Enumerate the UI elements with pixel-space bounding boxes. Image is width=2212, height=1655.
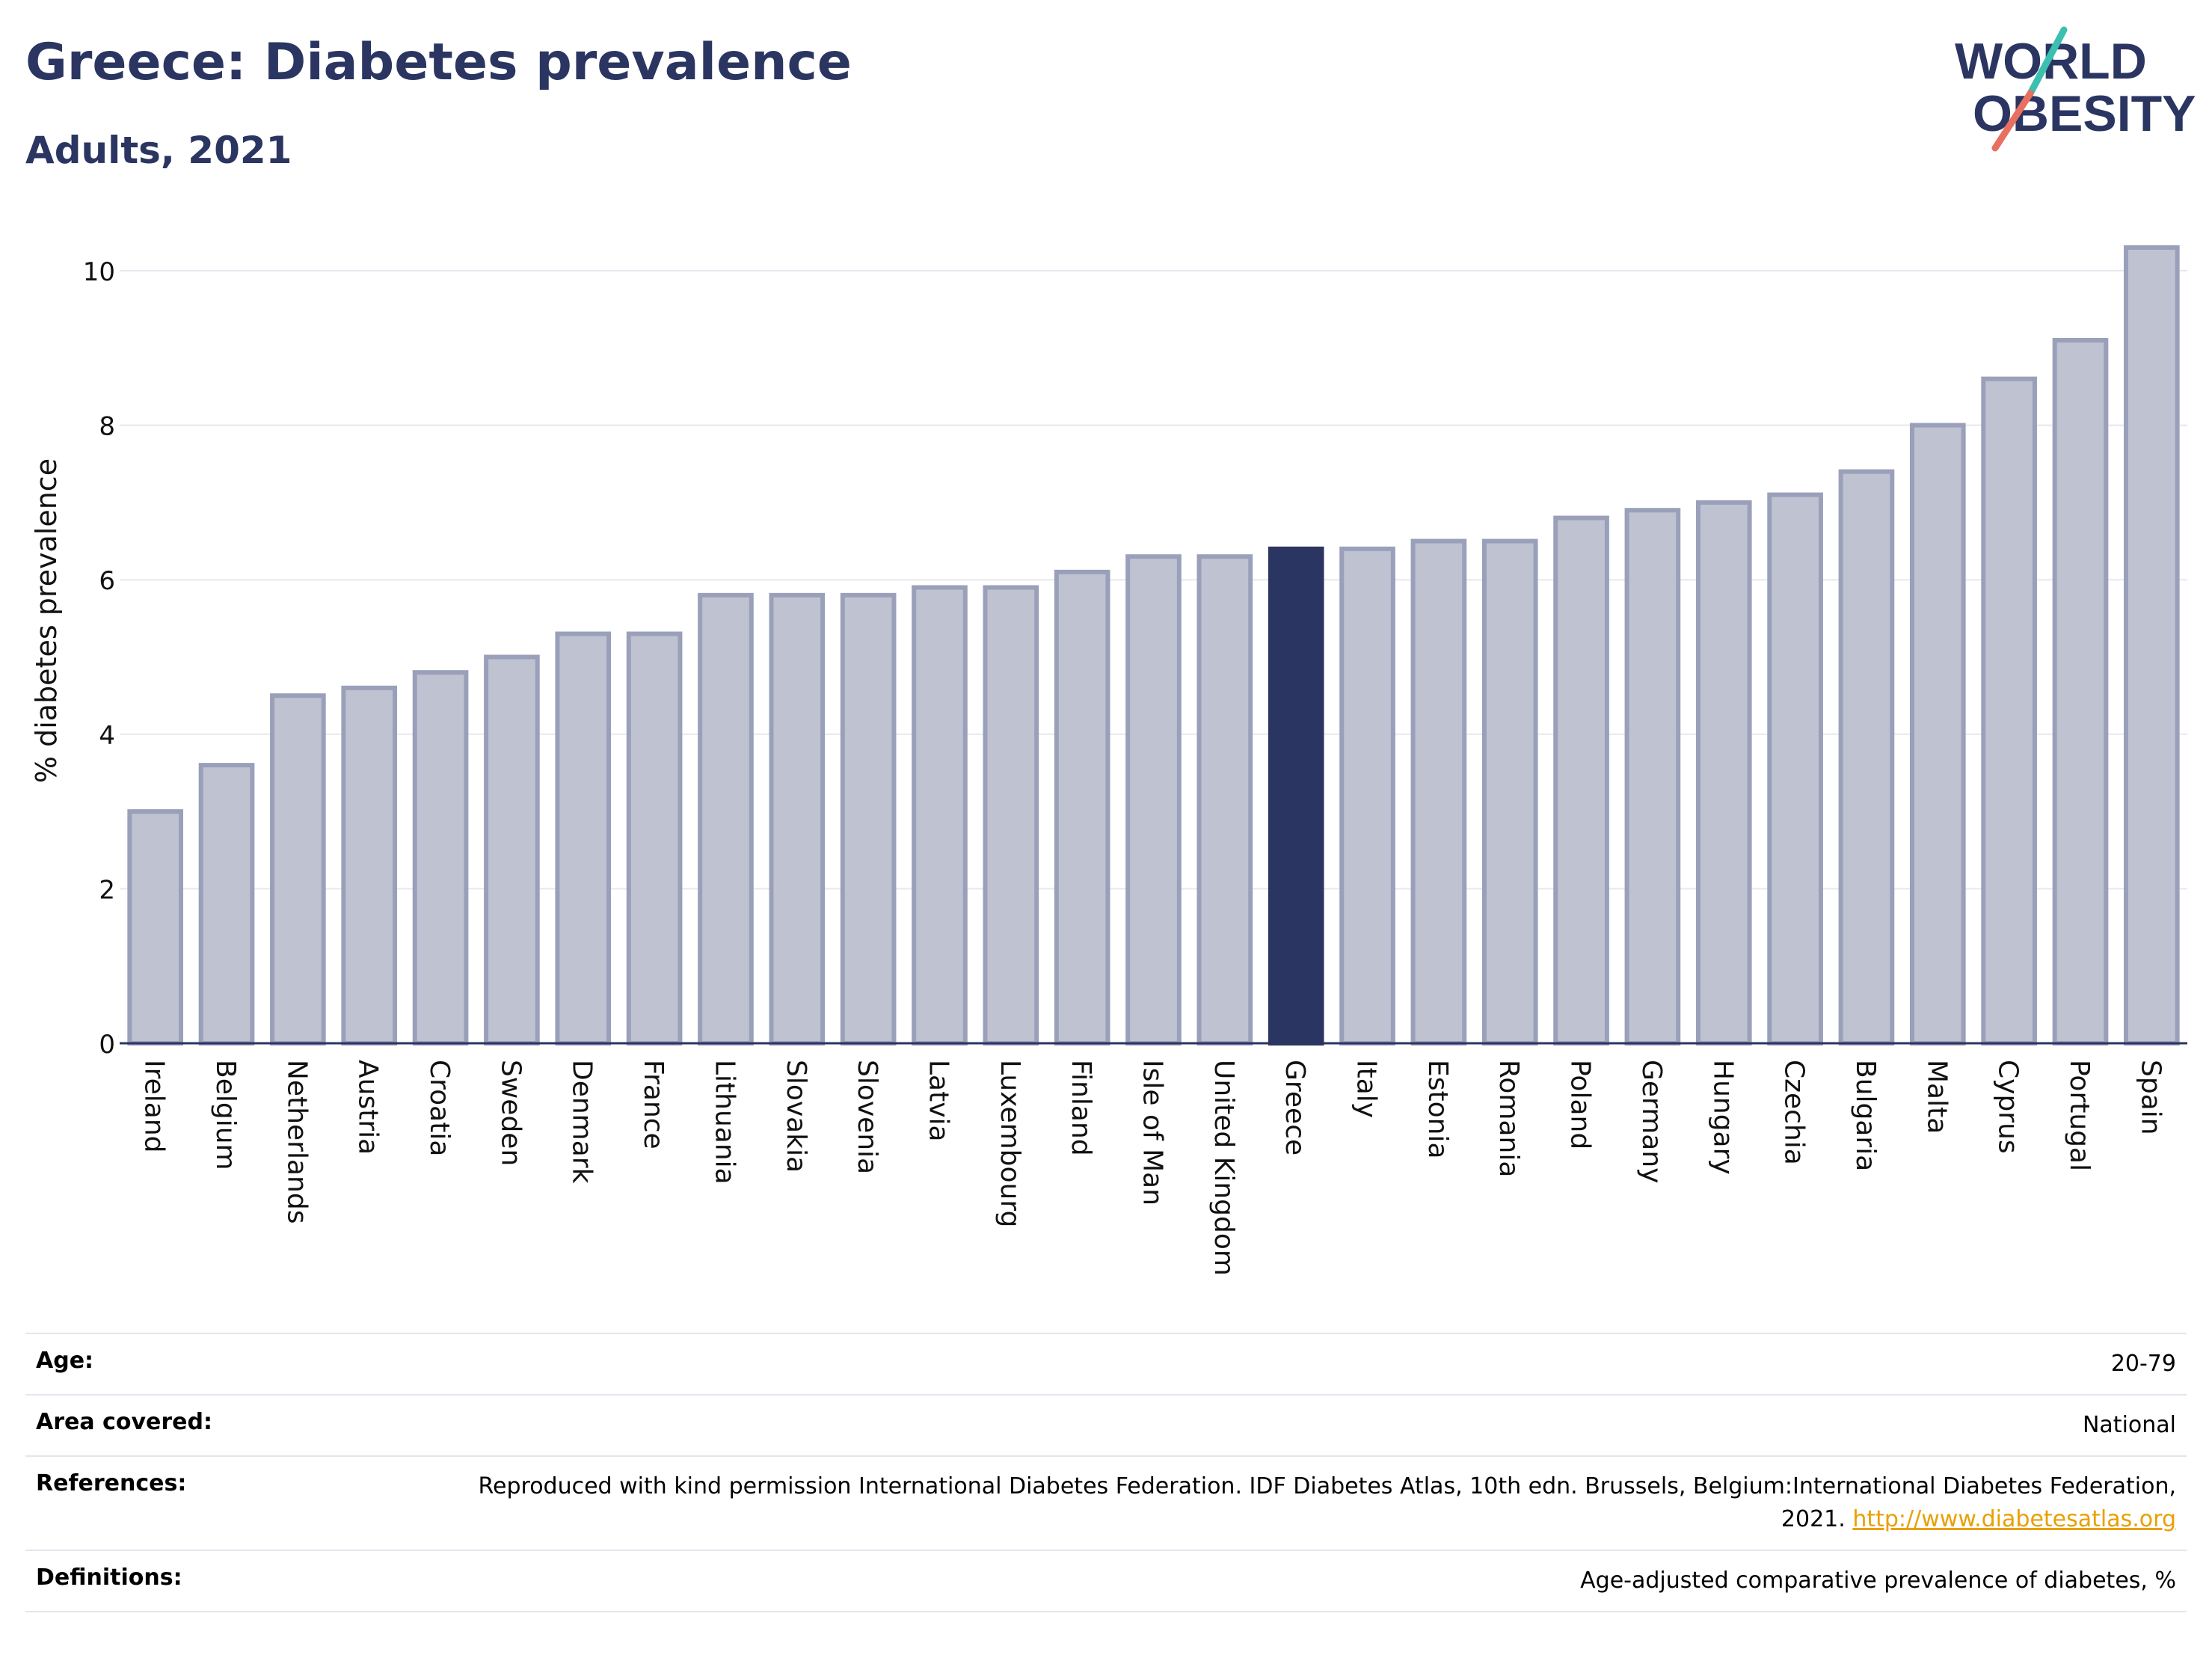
x-tick-label: Netherlands <box>281 1060 312 1223</box>
x-tick-label: Bulgaria <box>1850 1060 1881 1171</box>
bar <box>1981 376 2037 1045</box>
x-tick-label: Italy <box>1351 1060 1382 1118</box>
x-tick-label: Latvia <box>923 1060 953 1142</box>
bar <box>769 592 826 1045</box>
bar-highlight <box>1268 546 1324 1045</box>
bar <box>698 592 754 1045</box>
x-tick-label: Hungary <box>1707 1060 1738 1175</box>
bar <box>1767 492 1823 1045</box>
age-label: Age: <box>36 1348 94 1374</box>
x-tick-label: Estonia <box>1422 1060 1453 1159</box>
chart-subtitle: Adults, 2021 <box>25 129 292 172</box>
x-tick-label: Malta <box>1921 1060 1952 1134</box>
bar <box>1909 423 1966 1045</box>
x-tick-label: Finland <box>1066 1060 1096 1156</box>
age-value: 20-79 <box>2110 1351 2176 1377</box>
chart-title: Greece: Diabetes prevalence <box>25 33 852 92</box>
x-tick-label: France <box>638 1060 669 1149</box>
x-tick-label: Spain <box>2135 1060 2166 1135</box>
bar <box>1838 469 1895 1045</box>
bar <box>555 631 612 1045</box>
x-tick-label: Austria <box>353 1060 384 1155</box>
x-tick-label: Denmark <box>567 1060 597 1184</box>
y-tick-label: 6 <box>99 566 115 596</box>
info-row-references: References: Reproduced with kind permiss… <box>25 1455 2187 1550</box>
references-label: References: <box>36 1470 187 1496</box>
bar <box>2052 337 2109 1045</box>
x-tick-label: Slovenia <box>852 1060 882 1174</box>
x-tick-label: Luxembourg <box>995 1060 1025 1227</box>
bar <box>1410 538 1467 1045</box>
bar <box>1339 546 1395 1045</box>
x-tick-label: Germany <box>1636 1060 1667 1183</box>
definitions-label: Definitions: <box>36 1565 182 1591</box>
logo-text-obesity: OBESITY <box>1973 85 2196 142</box>
bar <box>1553 515 1609 1045</box>
info-row-age: Age: 20-79 <box>25 1333 2187 1394</box>
bar <box>412 670 469 1045</box>
bar <box>1624 508 1681 1045</box>
x-tick-label: Sweden <box>495 1060 526 1166</box>
definitions-value: Age-adjusted comparative prevalence of d… <box>1580 1568 2176 1594</box>
bar-chart: 0 2 4 6 8 10 Ireland Belgium Netherlands Austria C… <box>83 245 2187 1276</box>
x-tick-label: Romania <box>1493 1060 1524 1177</box>
info-table: Age: 20-79 Area covered: National Refere… <box>25 1333 2187 1612</box>
x-tick-label: Slovakia <box>781 1060 811 1173</box>
logo-slash-teal <box>2027 26 2068 97</box>
info-row-definitions: Definitions: Age-adjusted comparative pr… <box>25 1550 2187 1612</box>
bar <box>912 585 968 1045</box>
area-label: Area covered: <box>36 1409 212 1435</box>
y-tick-label: 2 <box>99 875 115 905</box>
x-tick-label: Isle of Man <box>1137 1060 1168 1206</box>
references-value: Reproduced with kind permission Internat… <box>456 1470 2176 1536</box>
y-tick-label: 10 <box>83 257 115 287</box>
y-tick-label: 0 <box>99 1030 115 1060</box>
x-tick-label: Greece <box>1279 1060 1310 1155</box>
x-tick-label: Portugal <box>2064 1060 2095 1171</box>
x-tick-label: Cyprus <box>1993 1060 2024 1154</box>
y-tick-label: 8 <box>99 412 115 442</box>
bar <box>2124 245 2180 1045</box>
references-text: Reproduced with kind permission Internat… <box>478 1473 2176 1532</box>
bar <box>484 654 540 1045</box>
x-tick-label: Belgium <box>210 1060 241 1170</box>
area-value: National <box>2082 1412 2176 1438</box>
bar <box>341 685 398 1046</box>
bar <box>1196 554 1253 1045</box>
info-row-area: Area covered: National <box>25 1394 2187 1455</box>
bar <box>1695 500 1752 1045</box>
x-tick-label: Lithuania <box>709 1060 740 1185</box>
x-tick-label: Poland <box>1565 1060 1596 1149</box>
bar <box>840 592 897 1045</box>
x-tick-label: Ireland <box>139 1060 170 1153</box>
logo-slash-coral <box>1991 90 2034 152</box>
world-obesity-logo: WORLD OBESITY <box>1955 26 2196 152</box>
bar <box>983 585 1039 1045</box>
x-tick-label: Czechia <box>1779 1060 1810 1165</box>
x-tick-label: United Kingdom <box>1208 1060 1239 1276</box>
bar <box>127 809 183 1046</box>
references-link[interactable]: http://www.diabetesatlas.org <box>1852 1506 2176 1532</box>
bar <box>1054 569 1110 1045</box>
y-tick-label: 4 <box>99 721 115 751</box>
x-tick-label: Croatia <box>424 1060 455 1156</box>
bar <box>270 693 326 1045</box>
bar <box>1481 538 1538 1045</box>
bar <box>626 631 683 1045</box>
bar <box>198 763 255 1045</box>
y-axis-title: % diabetes prevalence <box>30 458 63 784</box>
bar <box>1125 554 1182 1045</box>
